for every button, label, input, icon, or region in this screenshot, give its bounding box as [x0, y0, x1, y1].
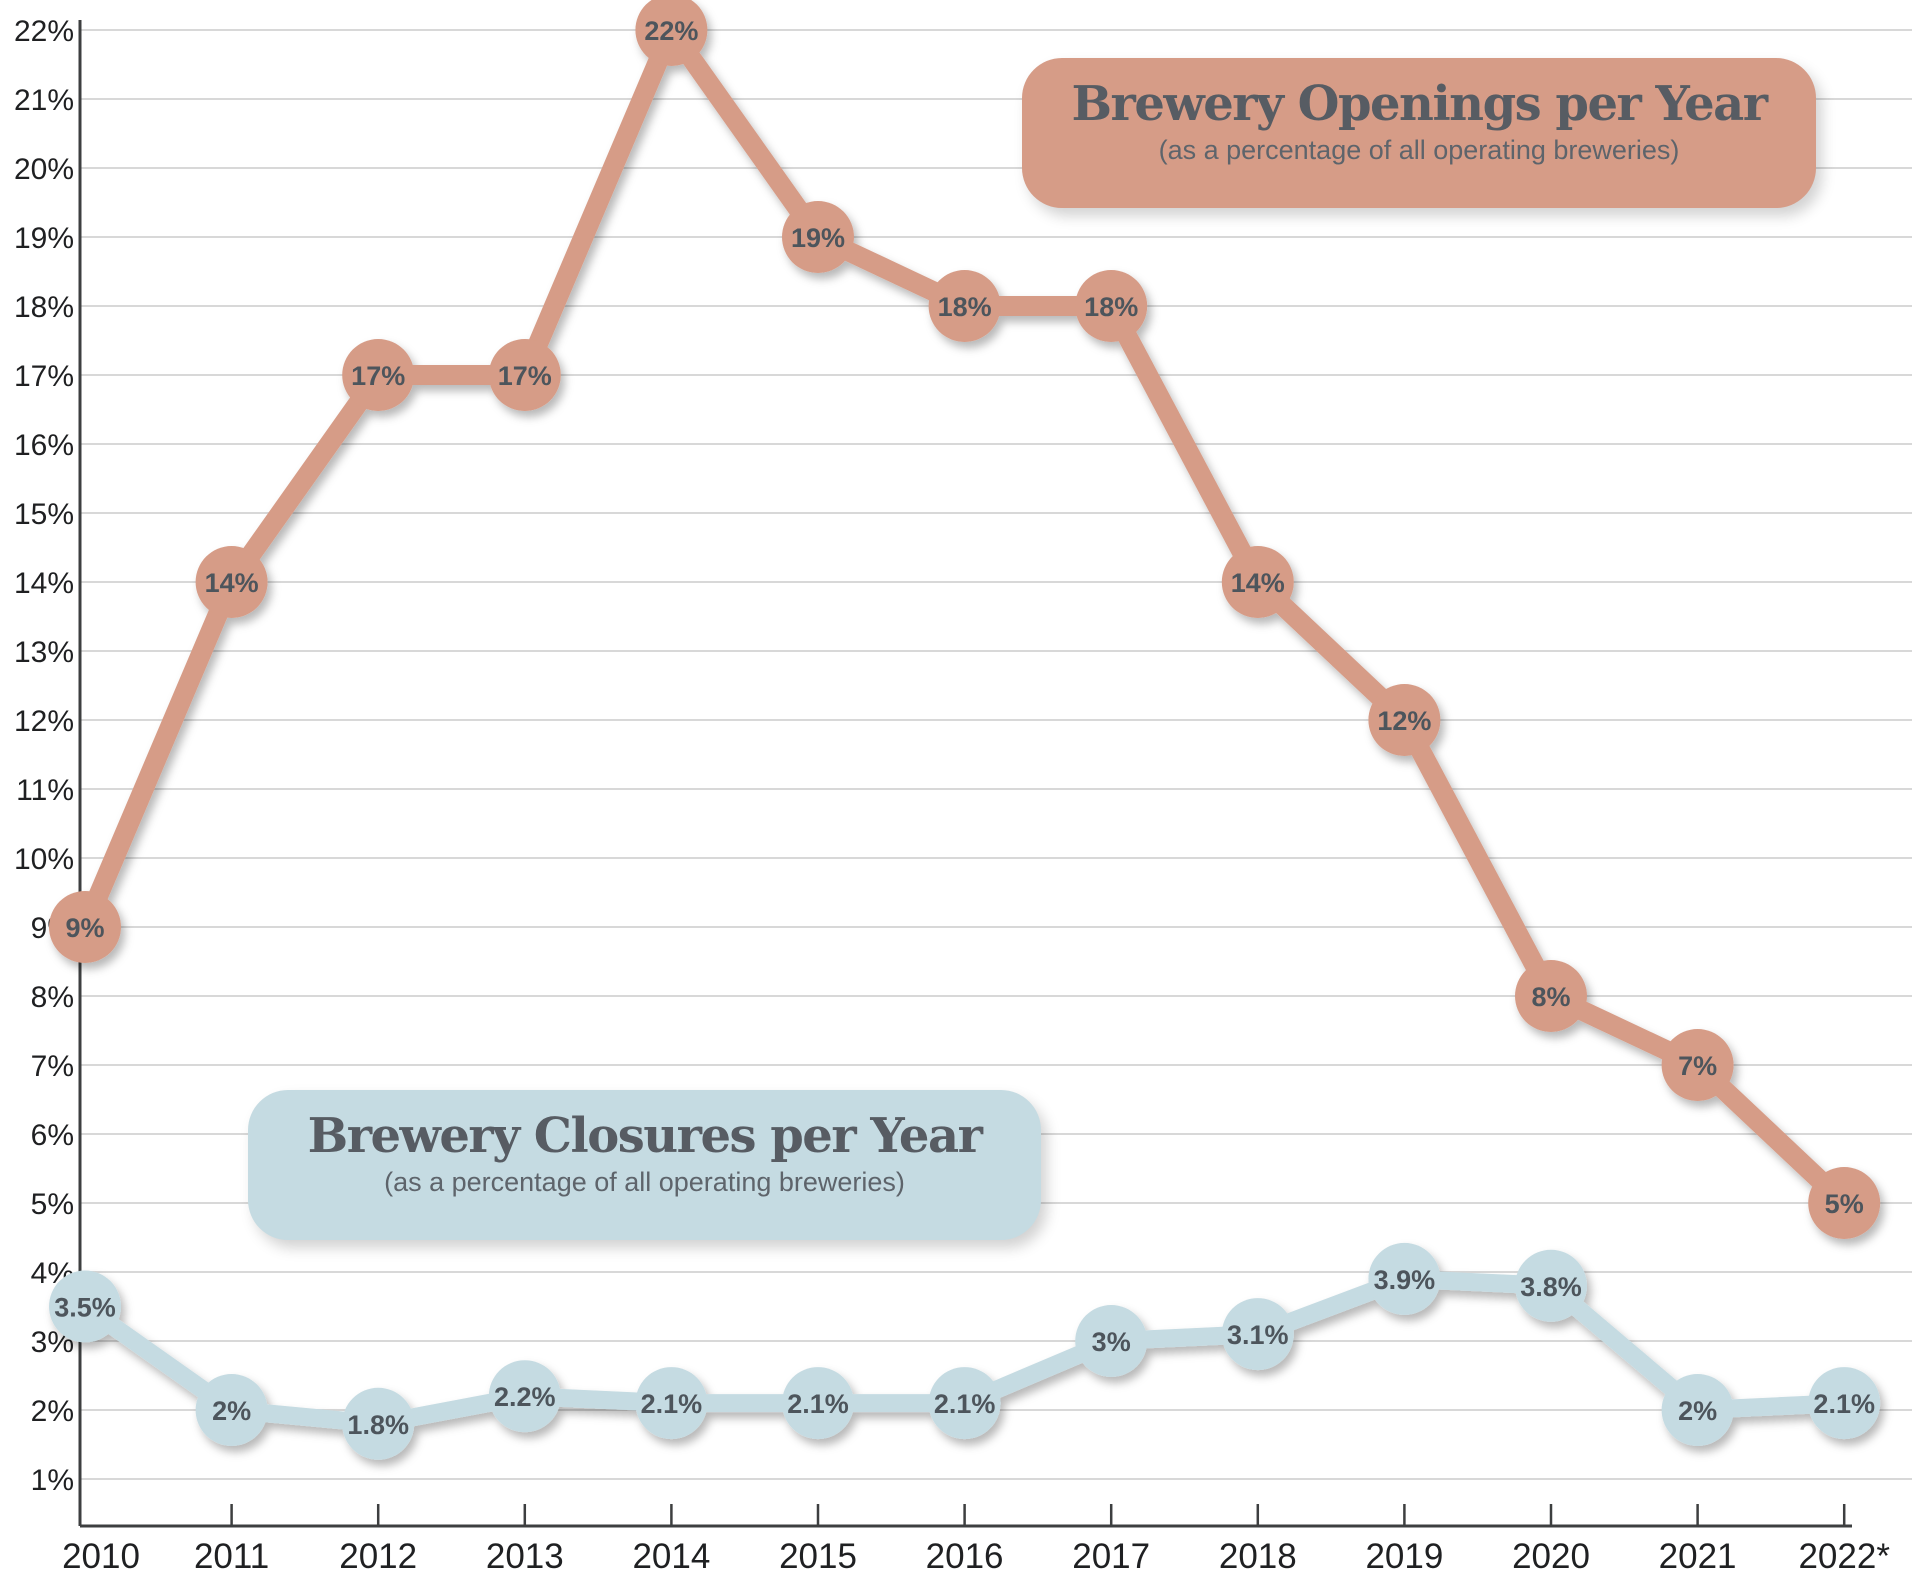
- closures-title: Brewery Closures per Year: [307, 1108, 983, 1164]
- data-point-label: 12%: [1377, 706, 1431, 736]
- data-point-label: 5%: [1825, 1189, 1864, 1219]
- x-tick-label: 2013: [486, 1537, 564, 1576]
- data-point: [342, 339, 415, 411]
- y-tick-label: 13%: [14, 636, 74, 669]
- data-point-label: 9%: [65, 913, 104, 943]
- x-tick-label: 2020: [1512, 1537, 1590, 1576]
- data-point-label: 18%: [938, 292, 992, 322]
- data-point-label: 1.8%: [347, 1410, 409, 1440]
- data-point: [49, 1270, 121, 1343]
- data-point-label: 7%: [1678, 1051, 1717, 1081]
- data-point: [1661, 1029, 1734, 1101]
- gridlines: [80, 29, 1912, 1480]
- data-point: [1221, 546, 1294, 618]
- y-tick-label: 8%: [31, 981, 74, 1014]
- data-point-label: 3.8%: [1520, 1272, 1582, 1302]
- y-tick-label: 11%: [16, 774, 74, 807]
- data-point-label: 17%: [498, 361, 552, 391]
- y-tick-label: 19%: [14, 222, 74, 255]
- openings-title: Brewery Openings per Year: [1071, 76, 1768, 132]
- y-tick-label: 20%: [14, 153, 74, 186]
- data-point-label: 3%: [1092, 1327, 1131, 1357]
- data-point-label: 2.1%: [787, 1389, 849, 1419]
- data-point: [488, 339, 561, 411]
- data-point: [1075, 1305, 1148, 1377]
- y-tick-label: 22%: [14, 15, 74, 48]
- data-point-label: 22%: [644, 16, 698, 46]
- data-point: [488, 1360, 561, 1433]
- x-tick-label: 2016: [926, 1537, 1004, 1576]
- data-point-label: 3.5%: [54, 1293, 116, 1323]
- y-tick-label: 15%: [14, 498, 74, 531]
- data-point: [1515, 960, 1587, 1032]
- data-point: [928, 270, 1001, 342]
- x-tick-label: 2015: [779, 1537, 857, 1576]
- data-point: [635, 1367, 708, 1440]
- x-tick-label: 2021: [1659, 1537, 1737, 1576]
- closures-series: 3.5% 2% 1.8% 2.2% 2.1% 2.1% 2.1% 3% 3.1% 3.9% 3.8%…: [49, 1242, 1881, 1460]
- y-tick-label: 2%: [31, 1395, 74, 1428]
- data-point: [928, 1367, 1001, 1440]
- x-tick-label: 2017: [1072, 1537, 1150, 1576]
- data-point: [635, 0, 708, 66]
- x-tick-label: 2011: [194, 1537, 269, 1576]
- x-tick-label: 2010: [62, 1537, 140, 1576]
- y-axis-labels: 22%21%20%19%18%17%16%15%14%13%12%11%10%9…: [14, 15, 74, 1497]
- data-point-label: 17%: [351, 361, 405, 391]
- data-point: [1221, 1298, 1294, 1371]
- openings-subtitle: (as a percentage of all operating brewer…: [1158, 135, 1680, 165]
- y-tick-label: 17%: [14, 360, 74, 393]
- data-point-label: 2%: [212, 1396, 251, 1426]
- axes: [78, 20, 1852, 1528]
- openings-legend-box: Brewery Openings per Year (as a percenta…: [1022, 58, 1816, 208]
- y-tick-label: 10%: [14, 843, 74, 876]
- data-point: [342, 1387, 415, 1460]
- data-point: [195, 1374, 268, 1446]
- y-tick-label: 7%: [31, 1050, 74, 1083]
- y-tick-label: 1%: [31, 1464, 74, 1497]
- y-tick-label: 14%: [14, 567, 74, 600]
- x-tick-label: 2012: [339, 1537, 417, 1576]
- closures-legend-box: Brewery Closures per Year (as a percenta…: [248, 1090, 1041, 1240]
- data-point-label: 2.2%: [494, 1382, 556, 1412]
- data-point: [1368, 1242, 1441, 1315]
- y-tick-label: 12%: [14, 705, 74, 738]
- x-tick-label: 2018: [1219, 1537, 1297, 1576]
- y-tick-label: 6%: [31, 1119, 74, 1152]
- data-point: [1368, 684, 1441, 756]
- x-tick-label: 2022*: [1798, 1537, 1890, 1576]
- y-tick-label: 5%: [31, 1188, 74, 1221]
- x-tick-label: 2019: [1365, 1537, 1443, 1576]
- x-tick-label: 2014: [632, 1537, 710, 1576]
- data-point: [1661, 1374, 1734, 1446]
- data-point: [1515, 1249, 1587, 1322]
- x-axis-labels: 2010 2011 2012 2013 2014 2015 2016 2017 2018 2019…: [62, 1537, 1890, 1576]
- openings-series: 9% 14% 17% 17% 22% 19% 18% 18% 14% 12% 8% 7% 5%: [49, 0, 1881, 1239]
- data-point-label: 3.9%: [1374, 1265, 1436, 1295]
- data-point: [1808, 1167, 1881, 1239]
- data-point: [782, 1367, 854, 1440]
- data-point: [49, 891, 121, 963]
- closures-subtitle: (as a percentage of all operating brewer…: [384, 1167, 905, 1197]
- y-tick-label: 16%: [14, 429, 74, 462]
- y-tick-label: 21%: [14, 84, 74, 117]
- data-point-label: 14%: [205, 568, 259, 598]
- data-point: [1808, 1367, 1881, 1440]
- data-point-label: 8%: [1531, 982, 1570, 1012]
- data-point-label: 3.1%: [1227, 1320, 1289, 1350]
- data-point-label: 2.1%: [1813, 1389, 1875, 1419]
- data-point: [195, 546, 268, 618]
- data-point-label: 2.1%: [934, 1389, 996, 1419]
- y-tick-label: 18%: [14, 291, 74, 324]
- data-point-label: 19%: [791, 223, 845, 253]
- data-point: [782, 201, 854, 273]
- data-point-label: 18%: [1084, 292, 1138, 322]
- data-point-label: 14%: [1231, 568, 1285, 598]
- data-point-label: 2.1%: [641, 1389, 703, 1419]
- data-point-label: 2%: [1678, 1396, 1717, 1426]
- data-point: [1075, 270, 1148, 342]
